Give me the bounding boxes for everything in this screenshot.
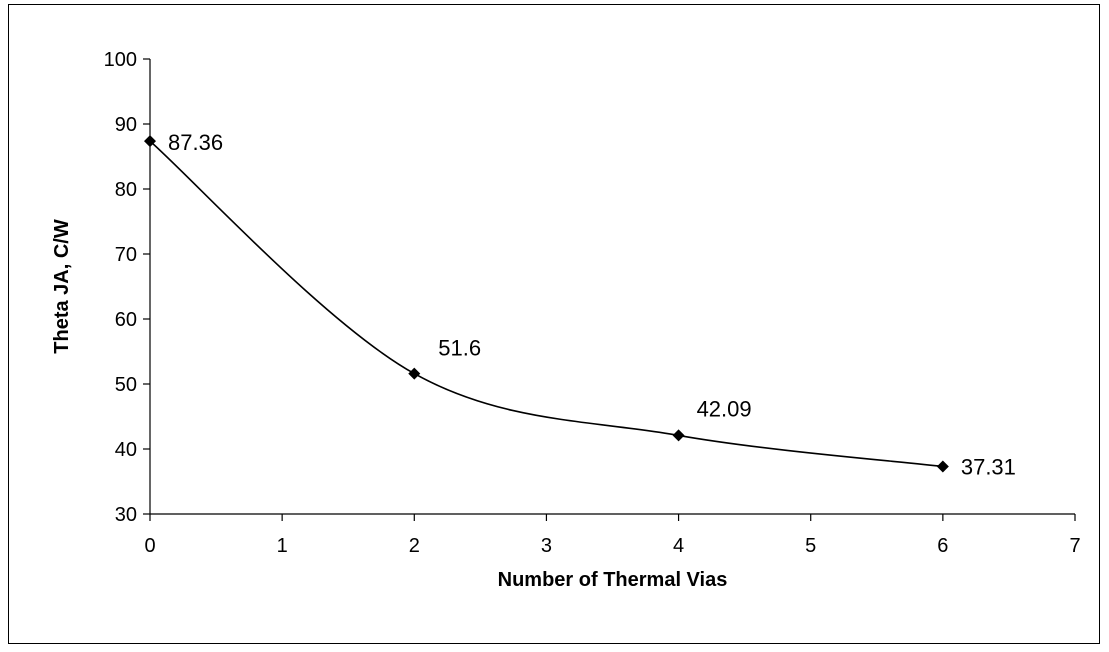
y-axis-ticks: 30 40 50 60 70 80 90 100 — [104, 49, 150, 526]
data-point-marker — [408, 367, 421, 380]
y-axis-title: Theta JA, C/W — [51, 219, 73, 354]
x-tick-label: 7 — [1069, 535, 1080, 557]
y-tick-label: 90 — [115, 114, 137, 136]
y-tick-label: 30 — [115, 504, 137, 526]
y-tick-label: 60 — [115, 309, 137, 331]
data-label: 42.09 — [697, 396, 752, 421]
data-point-marker — [936, 460, 949, 473]
series-line — [149, 140, 943, 468]
x-tick-label: 6 — [937, 535, 948, 557]
data-label: 51.6 — [438, 336, 481, 361]
y-tick-label: 80 — [115, 179, 137, 201]
plot-area: 30 40 50 60 70 80 90 100 0 1 2 3 4 5 6 7 87.36 51.6 42.0… — [104, 49, 1081, 557]
x-axis-title: Number of Thermal Vias — [498, 569, 728, 591]
series-layer: 87.36 51.6 42.09 37.31 — [144, 130, 1016, 479]
x-axis-ticks: 0 1 2 3 4 5 6 7 — [144, 514, 1081, 557]
x-tick-label: 3 — [541, 535, 552, 557]
x-tick-label: 4 — [673, 535, 684, 557]
data-point-marker — [672, 429, 685, 442]
x-tick-label: 1 — [277, 535, 288, 557]
y-tick-label: 100 — [104, 49, 137, 71]
data-label: 37.31 — [961, 454, 1016, 479]
data-point-marker — [144, 135, 156, 148]
data-label: 87.36 — [168, 130, 223, 155]
y-tick-label: 40 — [115, 439, 137, 461]
x-tick-label: 0 — [144, 535, 155, 557]
x-tick-label: 5 — [805, 535, 816, 557]
x-tick-label: 2 — [409, 535, 420, 557]
chart-frame — [8, 4, 1100, 644]
y-tick-label: 70 — [115, 244, 137, 266]
y-tick-label: 50 — [115, 374, 137, 396]
